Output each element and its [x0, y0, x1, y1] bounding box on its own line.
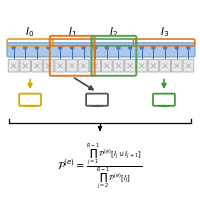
- Circle shape: [24, 46, 27, 49]
- Text: $I_3$: $I_3$: [160, 25, 169, 39]
- Circle shape: [35, 46, 38, 49]
- FancyBboxPatch shape: [171, 59, 182, 72]
- Circle shape: [187, 46, 190, 49]
- Circle shape: [47, 46, 50, 49]
- Text: $I_2$: $I_2$: [109, 25, 118, 39]
- Circle shape: [163, 46, 167, 49]
- FancyBboxPatch shape: [66, 59, 77, 72]
- FancyBboxPatch shape: [7, 43, 195, 57]
- Circle shape: [152, 46, 155, 49]
- Circle shape: [12, 46, 15, 49]
- Text: $I_0$: $I_0$: [25, 25, 35, 39]
- Circle shape: [117, 46, 120, 49]
- FancyBboxPatch shape: [125, 59, 135, 72]
- FancyBboxPatch shape: [32, 59, 42, 72]
- FancyBboxPatch shape: [20, 59, 31, 72]
- FancyBboxPatch shape: [101, 59, 112, 72]
- Circle shape: [59, 46, 62, 49]
- Circle shape: [94, 46, 97, 49]
- FancyBboxPatch shape: [160, 59, 170, 72]
- Circle shape: [140, 46, 143, 49]
- FancyBboxPatch shape: [148, 59, 159, 72]
- FancyBboxPatch shape: [8, 59, 19, 72]
- FancyBboxPatch shape: [183, 59, 194, 72]
- FancyBboxPatch shape: [90, 59, 101, 72]
- Text: $\mathcal{P}^{(e)} = \frac{\prod_{j=1}^{R-1} \mathcal{P}^{(e)}[I_j \cup I_{j+1}]: $\mathcal{P}^{(e)} = \frac{\prod_{j=1}^{…: [57, 142, 143, 191]
- Circle shape: [82, 46, 85, 49]
- Text: $I_1$: $I_1$: [68, 25, 77, 39]
- Circle shape: [70, 46, 73, 49]
- Circle shape: [175, 46, 178, 49]
- FancyBboxPatch shape: [55, 59, 66, 72]
- FancyBboxPatch shape: [136, 59, 147, 72]
- FancyBboxPatch shape: [113, 59, 124, 72]
- Circle shape: [129, 46, 132, 49]
- FancyBboxPatch shape: [78, 59, 89, 72]
- FancyBboxPatch shape: [43, 59, 54, 72]
- Circle shape: [105, 46, 108, 49]
